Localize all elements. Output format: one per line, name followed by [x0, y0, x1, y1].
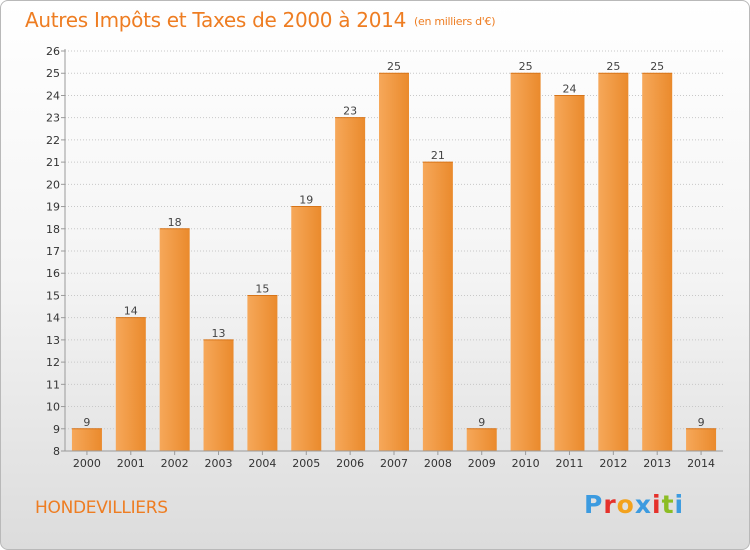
value-label: 9 — [698, 416, 705, 429]
value-label: 25 — [650, 60, 664, 73]
y-tick-label: 20 — [46, 178, 60, 191]
x-tick-label: 2006 — [336, 457, 364, 470]
logo-letter: i — [674, 490, 685, 519]
x-tick-label: 2014 — [687, 457, 715, 470]
title-text: Autres Impôts et Taxes de 2000 à 2014 — [25, 8, 406, 32]
x-tick-label: 2012 — [599, 457, 627, 470]
y-tick-label: 16 — [46, 267, 60, 280]
x-tick-label: 2007 — [380, 457, 408, 470]
bar-2010 — [510, 73, 541, 451]
value-label: 18 — [168, 216, 182, 229]
bar-2011 — [554, 95, 585, 451]
y-tick-label: 19 — [46, 201, 60, 214]
y-tick-label: 10 — [46, 401, 60, 414]
bar-2007 — [379, 73, 409, 451]
bar-2012 — [598, 73, 629, 451]
x-tick-label: 2000 — [73, 457, 101, 470]
y-tick-label: 21 — [46, 156, 60, 169]
value-label: 14 — [124, 305, 138, 318]
bar-2004 — [247, 295, 278, 451]
x-tick-label: 2010 — [512, 457, 540, 470]
y-tick-label: 24 — [46, 89, 60, 102]
y-tick-label: 18 — [46, 223, 60, 236]
y-tick-label: 12 — [46, 356, 60, 369]
value-label: 25 — [519, 60, 533, 73]
value-label: 9 — [478, 416, 485, 429]
place-name: HONDEVILLIERS — [35, 498, 168, 518]
value-label: 13 — [212, 327, 226, 340]
y-tick-label: 15 — [46, 289, 60, 302]
y-tick-label: 11 — [46, 378, 60, 391]
bar-2009 — [466, 428, 497, 451]
logo-letter: o — [616, 490, 635, 519]
bar-2000 — [71, 428, 102, 451]
y-tick-label: 22 — [46, 134, 60, 147]
x-tick-label: 2005 — [292, 457, 320, 470]
x-tick-label: 2001 — [117, 457, 145, 470]
x-tick-label: 2011 — [555, 457, 583, 470]
value-label: 23 — [343, 105, 357, 118]
logo-letter: i — [652, 490, 662, 519]
bar-2002 — [159, 228, 190, 451]
value-label: 19 — [299, 194, 313, 207]
value-label: 25 — [387, 60, 401, 73]
logo-letter: r — [603, 490, 617, 519]
value-label: 9 — [83, 416, 90, 429]
y-tick-label: 17 — [46, 245, 60, 258]
y-tick-label: 8 — [53, 445, 60, 458]
value-label: 25 — [606, 60, 620, 73]
y-tick-label: 23 — [46, 112, 60, 125]
y-tick-label: 25 — [46, 67, 60, 80]
value-label: 24 — [562, 82, 576, 95]
logo-letter: x — [634, 490, 652, 519]
value-label: 21 — [431, 149, 445, 162]
y-tick-label: 14 — [46, 312, 60, 325]
logo-letter: P — [584, 490, 604, 519]
y-tick-label: 26 — [46, 45, 60, 58]
bar-2003 — [203, 339, 234, 451]
x-tick-label: 2004 — [248, 457, 276, 470]
y-tick-label: 13 — [46, 334, 60, 347]
x-tick-label: 2002 — [161, 457, 189, 470]
bar-2001 — [115, 317, 146, 451]
chart-title: Autres Impôts et Taxes de 2000 à 2014 (en… — [25, 8, 495, 32]
x-tick-label: 2013 — [643, 457, 671, 470]
x-tick-label: 2008 — [424, 457, 452, 470]
value-label: 15 — [255, 282, 269, 295]
bar-2008 — [422, 162, 453, 451]
proxiti-logo: Proxiti — [584, 490, 684, 519]
bar-2006 — [335, 117, 366, 452]
x-tick-label: 2009 — [468, 457, 496, 470]
bar-2013 — [642, 73, 673, 451]
logo-letter: t — [661, 490, 675, 519]
title-unit: (en milliers d'€) — [414, 15, 496, 28]
x-tick-label: 2003 — [205, 457, 233, 470]
y-tick-label: 9 — [53, 423, 60, 436]
bar-2005 — [291, 206, 322, 451]
bar-2014 — [686, 428, 717, 451]
